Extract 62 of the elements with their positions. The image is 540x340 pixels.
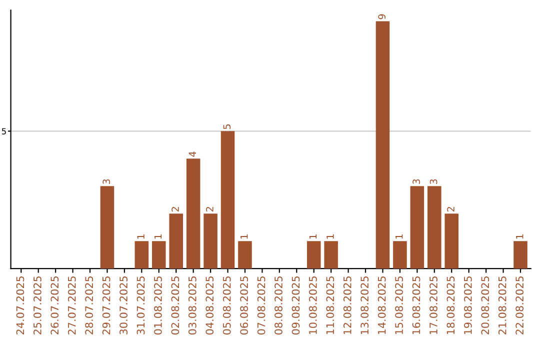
- x-tick-label: 18.08.2025: [446, 276, 455, 334]
- data-label: 5: [223, 124, 231, 130]
- x-tick-label: 17.08.2025: [430, 276, 438, 334]
- data-label: 1: [516, 234, 524, 239]
- bar: [393, 241, 407, 269]
- data-label: 1: [154, 234, 162, 239]
- x-tick-label: 10.08.2025: [309, 276, 317, 334]
- x-tick-label: 12.08.2025: [343, 276, 352, 334]
- x-tick-label: 02.08.2025: [171, 276, 180, 334]
- x-tick-label: 11.08.2025: [326, 276, 334, 334]
- data-label: 3: [430, 179, 438, 184]
- x-tick-label: 29.07.2025: [102, 276, 110, 334]
- bar: [152, 241, 166, 269]
- x-tick-label: 19.08.2025: [464, 276, 472, 334]
- bar: [410, 186, 424, 269]
- x-tick-label: 16.08.2025: [412, 276, 420, 334]
- bar: [220, 131, 235, 269]
- bar: [324, 241, 338, 269]
- x-tick-label: 31.07.2025: [136, 276, 145, 334]
- bar: [306, 241, 321, 269]
- x-tick-label: 30.07.2025: [120, 276, 128, 334]
- x-tick-label: 25.07.2025: [33, 276, 42, 334]
- x-tick-label: 06.08.2025: [240, 276, 248, 334]
- x-tick-label: 08.08.2025: [274, 276, 282, 334]
- data-label: 2: [172, 207, 179, 212]
- bar: [134, 241, 149, 269]
- x-tick-label: 26.07.2025: [50, 276, 59, 334]
- data-label: 3: [102, 179, 110, 184]
- data-label: 2: [447, 207, 454, 212]
- x-tick-label: 21.08.2025: [498, 276, 506, 334]
- x-tick-label: 07.08.2025: [257, 276, 266, 334]
- bar: [186, 158, 200, 269]
- data-label: 3: [412, 179, 420, 184]
- x-tick-label: 03.08.2025: [188, 276, 196, 334]
- data-label: 9: [378, 14, 386, 20]
- bar: [100, 186, 114, 269]
- bar: [169, 214, 183, 269]
- x-tick-label: 24.07.2025: [16, 276, 24, 334]
- data-label: 2: [206, 207, 214, 212]
- bar: [514, 241, 528, 269]
- data-label: 4: [188, 152, 196, 157]
- data-label: 1: [326, 234, 334, 239]
- x-tick-label: 22.08.2025: [516, 276, 524, 334]
- bar: [428, 186, 442, 269]
- x-tick-label: 04.08.2025: [206, 276, 214, 334]
- x-tick-label: 15.08.2025: [395, 276, 403, 334]
- x-tick-label: 01.08.2025: [154, 276, 162, 334]
- x-tick-label: 20.08.2025: [481, 276, 490, 334]
- x-tick-label: 28.07.2025: [85, 276, 94, 334]
- x-tick-label: 05.08.2025: [222, 276, 231, 334]
- bar: [204, 214, 218, 269]
- bar: [238, 241, 252, 269]
- x-tick-label: 14.08.2025: [378, 276, 386, 334]
- bar: [376, 21, 390, 269]
- x-tick-label: 27.07.2025: [68, 276, 76, 334]
- bar: [444, 214, 458, 269]
- data-label: 1: [396, 234, 403, 239]
- x-tick-label: 09.08.2025: [292, 276, 300, 334]
- data-label: 1: [137, 234, 144, 239]
- data-label: 1: [309, 234, 317, 239]
- x-tick-label: 13.08.2025: [360, 276, 369, 334]
- data-label: 1: [240, 234, 248, 239]
